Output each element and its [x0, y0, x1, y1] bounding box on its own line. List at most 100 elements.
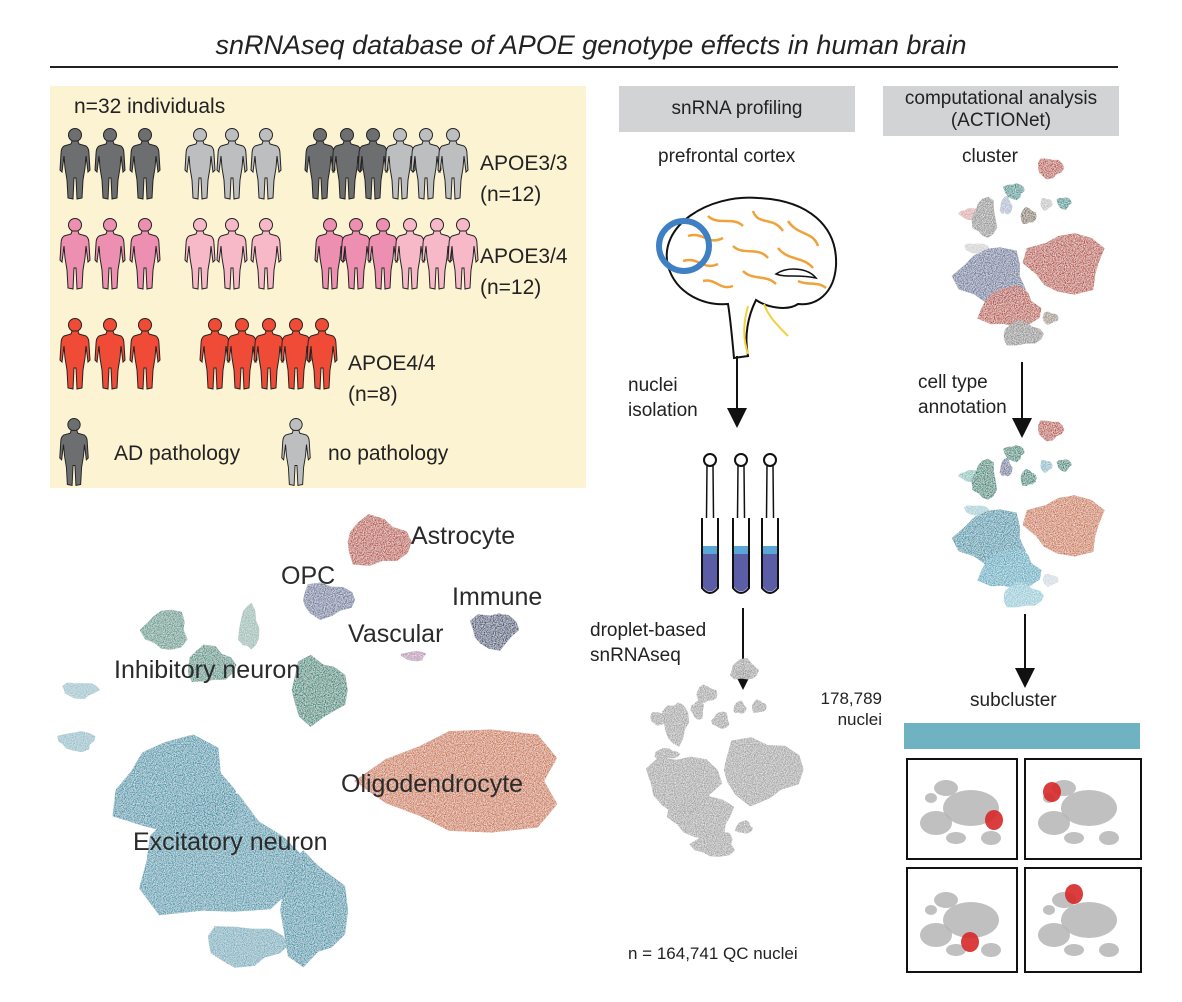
highlighted-subcluster: [1043, 782, 1061, 802]
mini-cluster: [662, 702, 690, 747]
person-figure: [59, 318, 91, 390]
figure-title: snRNAseq database of APOE genotype effec…: [215, 30, 967, 60]
cluster-excitatory: [207, 926, 290, 968]
person-figure: [437, 128, 469, 200]
label-cell-type-annotation: cell type annotation: [918, 372, 1007, 418]
person-figure: [340, 218, 372, 290]
mini-cluster: [1003, 183, 1025, 201]
label-astrocyte: Astrocyte: [411, 522, 516, 550]
person-figure: [59, 418, 89, 487]
label-excitatory-neuron: Excitatory neuron: [133, 828, 328, 856]
person-figure: [331, 128, 363, 200]
mini-cluster: [689, 831, 736, 857]
title-rule: [50, 66, 1118, 68]
mini-cluster: [1022, 495, 1105, 557]
mini-cluster: [723, 737, 804, 807]
person-figure: [394, 218, 426, 290]
mini-cluster: [1040, 198, 1053, 211]
mini-cluster: [730, 658, 760, 680]
label-opc: OPC: [281, 562, 336, 590]
cluster-excitatory: [139, 793, 307, 916]
mini-cluster: [1040, 460, 1053, 473]
label-nuclei-isolation: nuclei isolation: [628, 375, 698, 421]
thumb-umap: [1038, 780, 1119, 845]
person-figure: [129, 218, 161, 290]
cluster-excitatory: [57, 731, 96, 753]
subcluster-bar: [904, 723, 1140, 749]
genotype-apoe34: APOE3/4: [480, 245, 568, 268]
person-figure: [410, 128, 442, 200]
person-figure: [94, 218, 126, 290]
person-figure: [304, 128, 336, 200]
sample-tubes: [701, 453, 779, 594]
person-figure: [59, 128, 91, 200]
person-figure: [306, 318, 338, 390]
mini-cluster: [1042, 573, 1059, 587]
cluster-astrocyte: [347, 514, 412, 566]
header-computational-analysis: computational analysis (ACTIONet): [883, 86, 1119, 136]
mini-cluster: [654, 748, 681, 759]
label-cluster: cluster: [962, 146, 1018, 167]
person-figure: [94, 318, 126, 390]
person-figure: [129, 128, 161, 200]
label-qc-nuclei: n = 164,741 QC nuclei: [628, 944, 798, 963]
mini-cluster: [1056, 459, 1072, 472]
mini-cluster: [1003, 320, 1044, 346]
cluster-vascular: [400, 651, 427, 662]
person-figure: [280, 318, 312, 390]
person-figure: [314, 218, 346, 290]
count-apoe34: (n=12): [480, 276, 542, 299]
header-snrna-profiling: snRNA profiling: [619, 86, 855, 132]
cluster-inhibitory: [187, 644, 237, 682]
person-figure: [184, 218, 216, 290]
cohort-total: n=32 individuals: [74, 95, 226, 118]
person-figure: [384, 128, 416, 200]
person-figure: [250, 218, 282, 290]
count-apoe33: (n=12): [480, 183, 542, 206]
person-figure: [367, 218, 399, 290]
mini-cluster: [1056, 197, 1072, 210]
label-inhibitory-neuron: Inhibitory neuron: [114, 656, 301, 684]
highlighted-subcluster: [985, 810, 1003, 830]
label-oligodendrocyte: Oligodendrocyte: [341, 770, 524, 798]
cluster-inhibitory: [139, 609, 188, 650]
label-droplet-snrnaseq: droplet-based snRNAseq: [590, 620, 707, 666]
person-figure: [184, 128, 216, 200]
genotype-apoe33: APOE3/3: [480, 152, 568, 175]
person-figure: [253, 318, 285, 390]
mini-cluster: [1003, 582, 1044, 608]
mini-cluster: [1022, 233, 1105, 295]
mini-cluster: [977, 285, 1042, 328]
person-figure: [226, 318, 258, 390]
thumb-umap: [920, 780, 1003, 845]
person-figure: [94, 128, 126, 200]
mini-cluster: [977, 547, 1042, 590]
thumb-umap: [1038, 884, 1119, 957]
mini-cluster: [971, 458, 998, 500]
cluster-immune: [469, 613, 520, 651]
person-figure: [199, 318, 231, 390]
cluster-oligodendrocyte: [354, 729, 558, 833]
legend-no-pathology: no pathology: [328, 442, 449, 465]
brain-illustration: [656, 196, 838, 360]
mini-cluster: [1020, 206, 1037, 225]
mini-cluster: [963, 243, 990, 254]
mini-cluster: [1042, 311, 1059, 325]
cluster-opc: [303, 582, 355, 620]
cluster-excitatory: [62, 682, 100, 699]
thumb-umap: [920, 892, 1001, 957]
person-figure: [129, 318, 161, 390]
highlighted-subcluster: [961, 932, 979, 952]
genotype-apoe44: APOE4/4: [348, 352, 436, 375]
mini-cluster: [963, 505, 990, 516]
person-figure: [59, 218, 91, 290]
person-figure: [250, 128, 282, 200]
mini-cluster: [734, 820, 753, 834]
legend-ad-pathology: AD pathology: [114, 442, 241, 465]
highlighted-subcluster: [1065, 884, 1083, 904]
mini-cluster: [1020, 468, 1037, 487]
mini-cluster: [733, 700, 747, 714]
